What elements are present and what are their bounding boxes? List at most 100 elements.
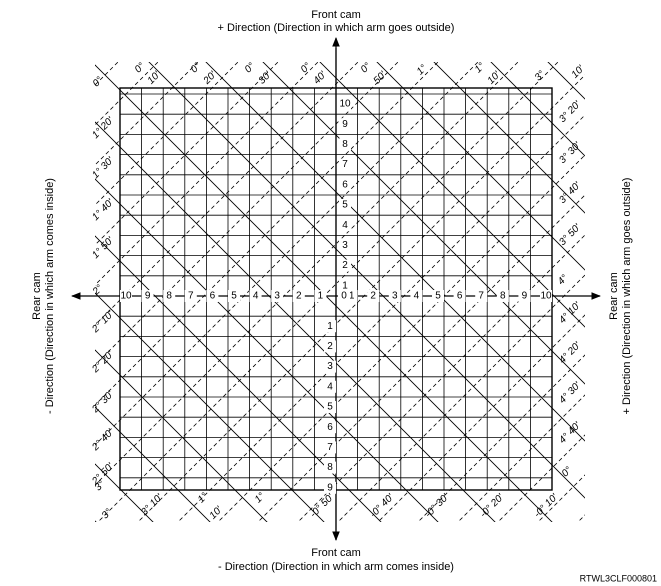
axis-number: 8 bbox=[342, 139, 348, 150]
label-bg bbox=[339, 178, 351, 191]
axis-number: 1 bbox=[342, 280, 348, 291]
edge-label: 3° 40' bbox=[557, 179, 583, 205]
axis-number: 3 bbox=[342, 240, 348, 251]
edge-label: 1° 50' bbox=[90, 234, 116, 260]
label-bg bbox=[141, 290, 154, 302]
edge-label: 0° bbox=[133, 61, 148, 76]
bottom-label: Front cam bbox=[311, 547, 361, 559]
label-bg bbox=[292, 290, 305, 302]
label-bg bbox=[120, 290, 132, 302]
edge-label: 10' bbox=[146, 69, 164, 87]
edge-label: 2° 10' bbox=[90, 308, 117, 335]
right-label: + Direction (Direction in which arm goes… bbox=[621, 178, 633, 415]
axis-number: 1 bbox=[318, 291, 324, 302]
label-bg bbox=[339, 279, 351, 292]
edge-label: 3° 10' bbox=[139, 491, 165, 517]
dashed-diagonal bbox=[95, 62, 119, 86]
axis-number: 2 bbox=[370, 291, 376, 302]
label-bg bbox=[453, 290, 466, 302]
label-bg bbox=[338, 290, 350, 302]
edge-label: 0° bbox=[299, 61, 314, 76]
axis-number: 6 bbox=[342, 179, 348, 190]
edge-label: 0° bbox=[560, 465, 575, 480]
label-bg bbox=[324, 360, 336, 373]
axis-number: 10 bbox=[339, 99, 351, 110]
edge-label: 4° bbox=[556, 273, 571, 288]
axis-number: 4 bbox=[253, 291, 259, 302]
dashed-diagonal bbox=[95, 62, 399, 366]
axis-number: 9 bbox=[327, 482, 333, 493]
edge-label: 3° 50' bbox=[557, 221, 583, 247]
axis-number: 6 bbox=[327, 422, 333, 433]
solid-diagonal bbox=[95, 463, 154, 522]
axis-number: 2 bbox=[327, 341, 333, 352]
label-bg bbox=[339, 239, 351, 252]
dashed-diagonal bbox=[137, 74, 585, 522]
edge-label: 0° bbox=[243, 61, 258, 76]
edge-label: -0° 30' bbox=[423, 491, 452, 520]
axis-number: 6 bbox=[210, 291, 216, 302]
dashed-diagonal bbox=[457, 394, 585, 522]
axis-number: 5 bbox=[435, 291, 441, 302]
axis-number: 7 bbox=[478, 291, 484, 302]
top-label: Front cam bbox=[311, 9, 361, 21]
axis-number: 10 bbox=[540, 291, 552, 302]
dashed-diagonal bbox=[497, 434, 585, 522]
solid-diagonal bbox=[490, 62, 585, 157]
label-bg bbox=[339, 199, 351, 211]
label-bg bbox=[540, 290, 552, 302]
edge-label: 4° 30' bbox=[557, 379, 583, 405]
axis-number: 2 bbox=[342, 260, 348, 271]
edge-label: 40' bbox=[312, 69, 330, 87]
bottom-label: - Direction (Direction in which arm come… bbox=[218, 561, 454, 573]
axis-number: 0 bbox=[341, 291, 347, 302]
edge-label: 1° 40' bbox=[90, 196, 116, 222]
edge-label: 2° 40' bbox=[90, 426, 117, 453]
label-bg bbox=[496, 290, 509, 302]
label-bg bbox=[324, 340, 336, 353]
edge-label: 4° 40' bbox=[557, 419, 583, 445]
label-bg bbox=[339, 138, 351, 151]
dashed-diagonal bbox=[95, 62, 199, 166]
solid-diagonal bbox=[376, 62, 585, 271]
label-bg bbox=[324, 441, 336, 454]
label-bg bbox=[324, 380, 336, 393]
solid-diagonal bbox=[95, 406, 211, 522]
edge-label: 3° 30' bbox=[557, 139, 583, 165]
axis-number: 6 bbox=[457, 291, 463, 302]
edge-label: 1° 30' bbox=[90, 154, 116, 180]
edge-label: 1° bbox=[473, 61, 488, 76]
label-bg bbox=[271, 290, 284, 302]
solid-diagonal bbox=[148, 62, 585, 499]
axis-number: 9 bbox=[342, 119, 348, 130]
label-bg bbox=[249, 290, 262, 302]
label-bg bbox=[206, 290, 219, 302]
axis-number: 8 bbox=[166, 291, 172, 302]
edge-label: 0° bbox=[189, 61, 204, 76]
edge-label: 1° 20' bbox=[90, 114, 116, 140]
solid-diagonal bbox=[95, 64, 553, 522]
label-bg bbox=[518, 290, 531, 302]
dashed-diagonal bbox=[95, 62, 439, 406]
label-bg bbox=[367, 290, 380, 302]
label-bg bbox=[475, 290, 488, 302]
axis-number: 5 bbox=[342, 200, 348, 211]
label-bg bbox=[314, 290, 327, 302]
solid-diagonal bbox=[95, 292, 325, 522]
top-label: + Direction (Direction in which arm goes… bbox=[218, 22, 455, 34]
axis-number: 3 bbox=[274, 291, 280, 302]
edge-label: 20' bbox=[201, 69, 219, 87]
edge-label: 2° 30' bbox=[90, 388, 117, 415]
figure-id: RTWL3CLF000801 bbox=[580, 573, 657, 583]
label-bg bbox=[339, 118, 351, 131]
axis-number: 9 bbox=[522, 291, 528, 302]
axis-number: 9 bbox=[145, 291, 151, 302]
edge-label: -0° 10' bbox=[532, 491, 561, 520]
label-bg bbox=[339, 259, 351, 272]
solid-diagonal bbox=[95, 520, 97, 522]
edge-label: -0° 20' bbox=[478, 491, 507, 520]
label-bg bbox=[388, 290, 401, 302]
axis-number: 8 bbox=[500, 291, 506, 302]
dashed-diagonal bbox=[377, 314, 585, 522]
